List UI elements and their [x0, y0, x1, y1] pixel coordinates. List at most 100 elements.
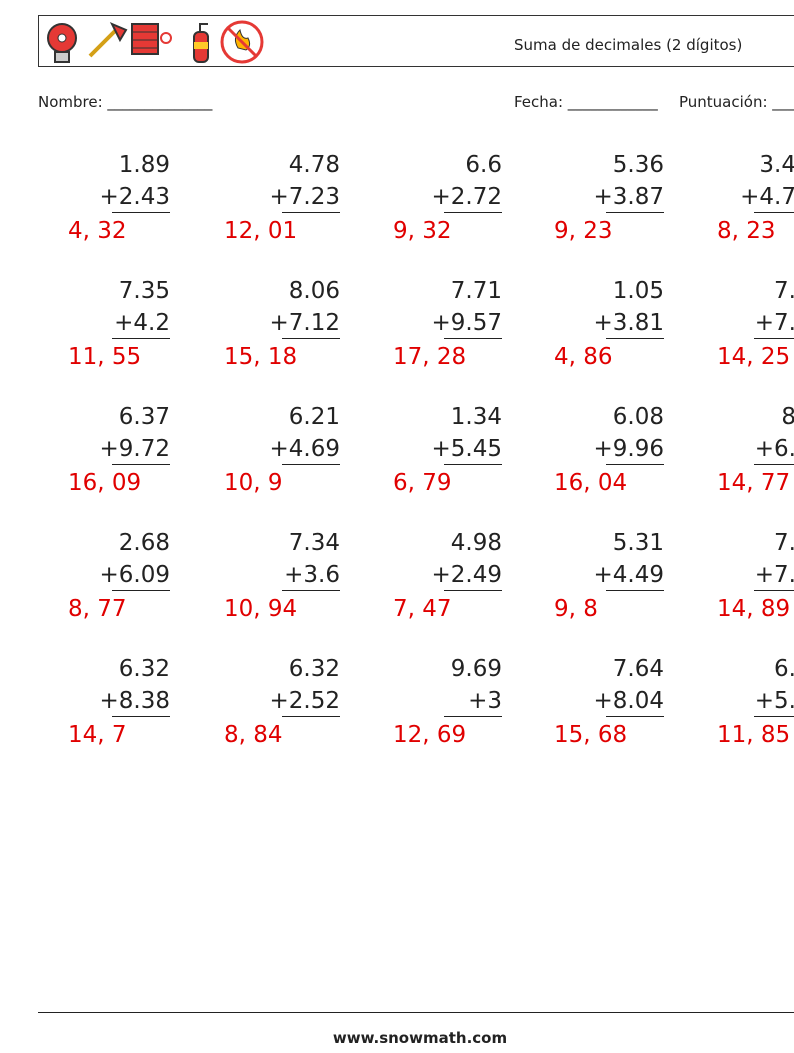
answer: 11, 55 — [68, 344, 142, 370]
addend-a: 8.06 — [288, 278, 340, 304]
answer: 12, 69 — [393, 722, 467, 748]
addend-a: 6.6 — [465, 152, 502, 178]
answer-rule — [444, 212, 502, 213]
answer: 11, 85 — [717, 722, 791, 748]
addend-b: +4.2 — [114, 310, 170, 336]
addend-b: +8.04 — [593, 688, 664, 714]
addend-b: +7. — [754, 562, 794, 588]
addend-b: +3.81 — [593, 310, 664, 336]
answer-rule — [754, 212, 794, 213]
addend-b: +9.96 — [593, 436, 664, 462]
addend-a: 7.35 — [118, 278, 170, 304]
addend-a: 4.78 — [288, 152, 340, 178]
addend-a: 6.32 — [118, 656, 170, 682]
answer: 16, 09 — [68, 470, 142, 496]
addend-b: +2.43 — [99, 184, 170, 210]
addend-a: 1.89 — [118, 152, 170, 178]
addend-b: +5. — [754, 688, 794, 714]
answer-rule — [112, 464, 170, 465]
no-fire-icon — [220, 20, 264, 64]
addend-b: +4.69 — [269, 436, 340, 462]
answer-rule — [606, 212, 664, 213]
date-field: Fecha: ____________ — [514, 93, 658, 111]
answer-rule — [606, 464, 664, 465]
addend-a: 1.34 — [450, 404, 502, 430]
answer: 9, 23 — [554, 218, 613, 244]
addend-b: +8.38 — [99, 688, 170, 714]
addend-a: 9.69 — [450, 656, 502, 682]
addend-b: +2.49 — [431, 562, 502, 588]
answer-rule — [282, 716, 340, 717]
answer-rule — [112, 716, 170, 717]
answer-rule — [282, 338, 340, 339]
answer: 8, 84 — [224, 722, 283, 748]
answer: 6, 79 — [393, 470, 452, 496]
footer-url: www.snowmath.com — [332, 1029, 508, 1047]
answer-rule — [444, 590, 502, 591]
addend-b: +9.57 — [431, 310, 502, 336]
addend-b: +4.49 — [593, 562, 664, 588]
answer: 16, 04 — [554, 470, 628, 496]
addend-a: 4.98 — [450, 530, 502, 556]
addend-b: +5.45 — [431, 436, 502, 462]
answer-rule — [282, 590, 340, 591]
addend-a: 1.05 — [612, 278, 664, 304]
axe-icon — [88, 22, 128, 58]
addend-b: +4.7 — [740, 184, 794, 210]
addend-a: 7. — [774, 530, 794, 556]
answer-rule — [754, 338, 794, 339]
answer: 8, 77 — [68, 596, 127, 622]
addend-a: 6. — [774, 656, 794, 682]
addend-b: +7.23 — [269, 184, 340, 210]
addend-b: +2.52 — [269, 688, 340, 714]
answer: 15, 68 — [554, 722, 628, 748]
addend-b: +6.09 — [99, 562, 170, 588]
header-box — [38, 15, 794, 67]
addend-a: 3.4 — [759, 152, 794, 178]
addend-a: 6.37 — [118, 404, 170, 430]
answer-rule — [606, 716, 664, 717]
answer-rule — [112, 338, 170, 339]
addend-a: 6.08 — [612, 404, 664, 430]
answer-rule — [606, 590, 664, 591]
alarm-bell-icon — [47, 23, 77, 63]
addend-a: 8 — [781, 404, 794, 430]
addend-a: 7.34 — [288, 530, 340, 556]
answer-rule — [282, 464, 340, 465]
answer: 14, 25 — [717, 344, 791, 370]
title: Suma de decimales (2 dígitos) — [514, 36, 743, 54]
addend-a: 7.64 — [612, 656, 664, 682]
answer-rule — [754, 716, 794, 717]
answer: 14, 7 — [68, 722, 127, 748]
addend-a: 6.32 — [288, 656, 340, 682]
answer: 12, 01 — [224, 218, 298, 244]
addend-b: +3.6 — [284, 562, 340, 588]
answer: 17, 28 — [393, 344, 467, 370]
answer-rule — [282, 212, 340, 213]
answer-rule — [112, 212, 170, 213]
icons — [47, 20, 264, 64]
addend-a: 7.71 — [450, 278, 502, 304]
answer-rule — [112, 590, 170, 591]
answer: 14, 77 — [717, 470, 791, 496]
addend-b: +6. — [754, 436, 794, 462]
addend-a: 6.21 — [288, 404, 340, 430]
answer: 4, 86 — [554, 344, 613, 370]
answer: 14, 89 — [717, 596, 791, 622]
addend-a: 7. — [774, 278, 794, 304]
answer: 9, 8 — [554, 596, 598, 622]
answer: 15, 18 — [224, 344, 298, 370]
addend-a: 2.68 — [118, 530, 170, 556]
addend-b: +3.87 — [593, 184, 664, 210]
answer-rule — [606, 338, 664, 339]
extinguisher-icon — [193, 23, 209, 63]
addend-b: +9.72 — [99, 436, 170, 462]
answer-rule — [444, 716, 502, 717]
hose-reel-icon — [131, 23, 172, 55]
score-field: Puntuación: ___ — [679, 93, 794, 111]
addend-b: +7.12 — [269, 310, 340, 336]
addend-b: +7. — [754, 310, 794, 336]
answer: 4, 32 — [68, 218, 127, 244]
answer: 10, 94 — [224, 596, 298, 622]
